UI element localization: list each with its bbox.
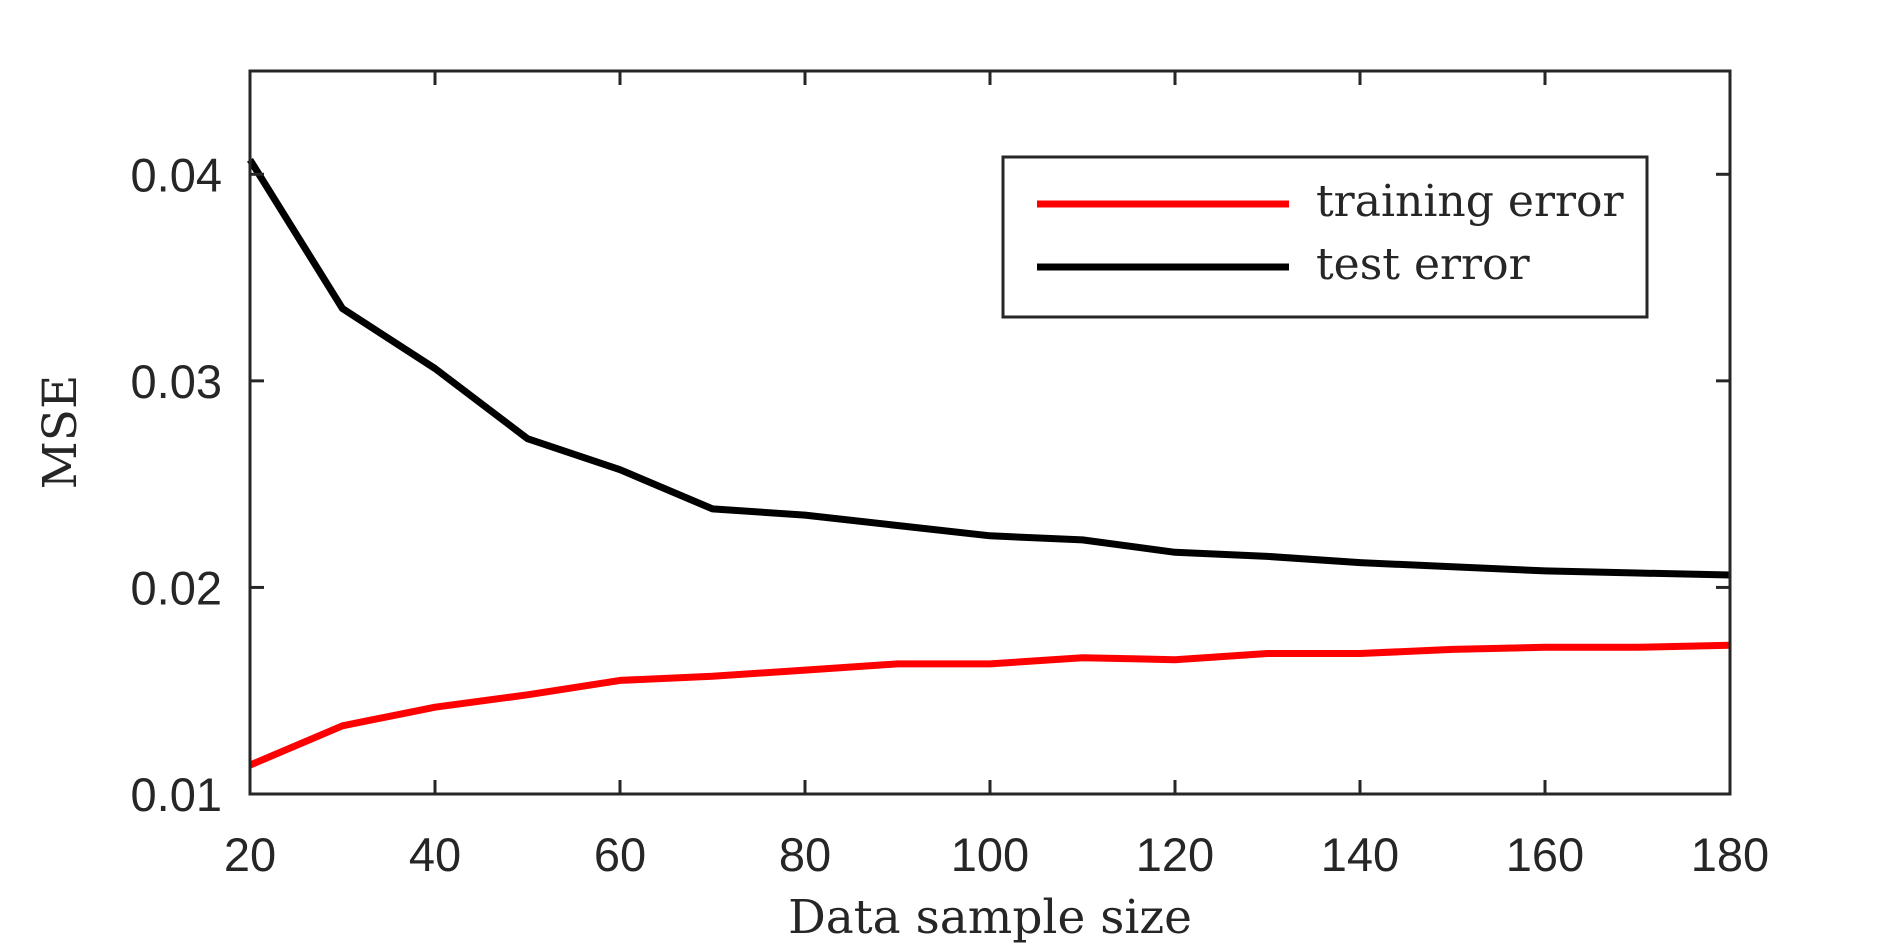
series-line-training-error (248, 641, 1731, 769)
y-axis-title: MSE (33, 375, 88, 490)
y-tick-label-0.01: 0.01 (131, 768, 222, 821)
series-layer (247, 157, 1731, 769)
x-tick-label-20: 20 (224, 828, 276, 881)
legend: training error test error (1001, 155, 1649, 319)
x-tick-label-80: 80 (779, 828, 831, 881)
x-tick-label-180: 180 (1691, 828, 1769, 881)
x-axis-title: Data sample size (788, 890, 1192, 945)
tick-layer: 20 40 60 80 100 120 140 160 180 0.01 0.02 0.03 0.04 (131, 71, 1769, 881)
y-tick-label-0.02: 0.02 (131, 561, 222, 614)
x-tick-label-40: 40 (409, 828, 461, 881)
x-tick-label-60: 60 (594, 828, 646, 881)
x-tick-label-140: 140 (1321, 828, 1399, 881)
legend-label-test-error: test error (1316, 239, 1531, 290)
x-tick-label-120: 120 (1136, 828, 1214, 881)
x-tick-label-100: 100 (951, 828, 1029, 881)
legend-box (1001, 155, 1649, 319)
x-tick-label-160: 160 (1506, 828, 1584, 881)
series-line-test-error (247, 157, 1731, 579)
y-tick-label-0.04: 0.04 (131, 148, 222, 201)
legend-label-training-error: training error (1316, 176, 1625, 227)
y-tick-label-0.03: 0.03 (131, 355, 222, 408)
